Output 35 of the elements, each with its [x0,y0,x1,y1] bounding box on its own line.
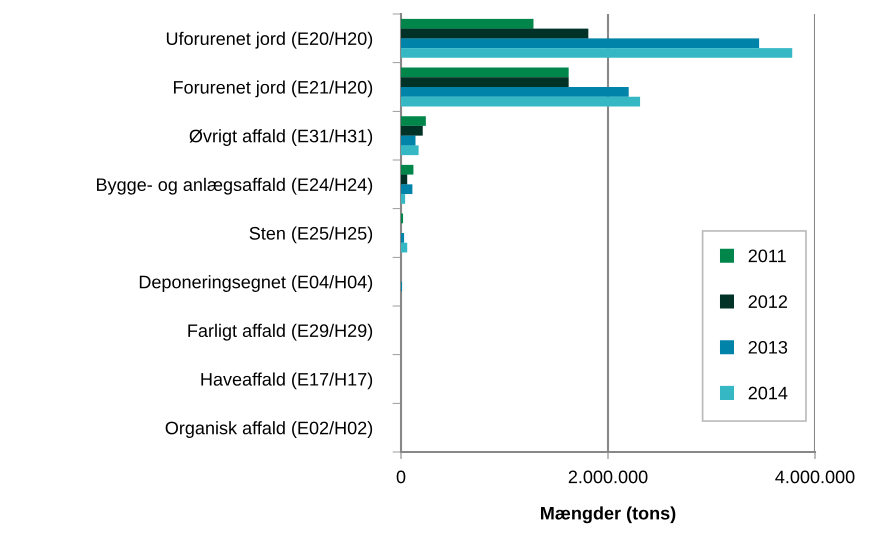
y-tick-label: Sten (E25/H25) [250,226,372,244]
bar [401,184,412,194]
y-tick-label: Haveaffald (E17/H17) [201,372,372,390]
y-tick-label: Uforurenet jord (E20/H20) [166,32,372,49]
x-tick-label: 0 [396,470,406,484]
y-tick-label: Farligt affald (E29/H29) [188,324,372,341]
legend-label: 2011 [748,250,786,262]
x-axis-title: Mængder (tons) [541,506,676,524]
bar [401,174,408,184]
bar [401,233,404,243]
bar [401,28,588,38]
y-tick-label: Organisk affald (E02/H02) [166,421,372,438]
bar [401,242,408,252]
bar [401,194,406,204]
bar [401,38,760,48]
bar [401,164,414,175]
y-tick-label: Øvrigt affald (E31/H31) [190,129,372,146]
bar [401,96,640,106]
legend-label: 2012 [748,295,788,308]
bar [401,136,416,146]
bar [401,18,534,29]
y-tick-label: Bygge- og anlægsaffald (E24/H24) [97,178,372,195]
bar [401,68,569,78]
bar [401,87,629,97]
legend-label: 2013 [748,340,788,354]
y-tick-label: Forurenet jord (E21/H20) [174,80,372,98]
bar [401,145,419,156]
bar [401,126,423,136]
y-tick-label: Deponeringsegnet (E04/H04) [140,275,372,292]
bar [401,116,426,126]
legend-label: 2014 [748,386,788,400]
x-tick-label: 4.000.000 [775,470,854,484]
x-tick-label: 2.000.000 [568,470,648,484]
bar [401,48,792,58]
bar [401,77,569,87]
